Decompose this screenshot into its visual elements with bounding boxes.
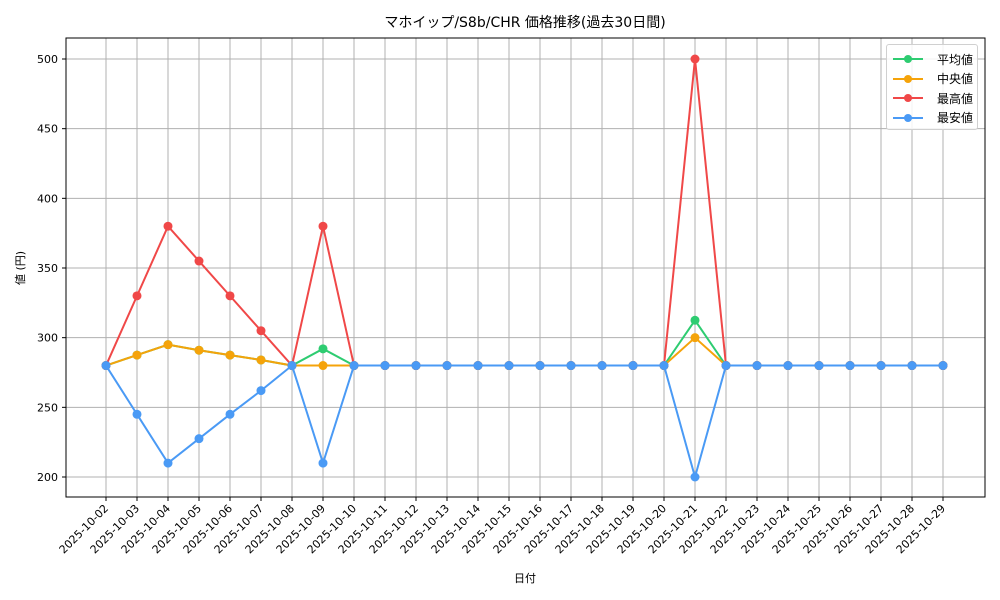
data-point — [442, 361, 452, 371]
legend-label: 最高値 — [937, 91, 974, 106]
data-point — [690, 315, 700, 325]
data-point — [318, 344, 328, 354]
data-point — [907, 361, 917, 371]
data-point — [225, 350, 235, 360]
data-point — [163, 221, 173, 231]
data-point — [318, 458, 328, 468]
data-point — [318, 221, 328, 231]
data-point — [783, 361, 793, 371]
y-tick-label: 250 — [37, 401, 58, 414]
data-point — [938, 361, 948, 371]
grid-lines — [66, 38, 985, 497]
y-axis-ticks: 200 250 300 350 400 450 500 — [37, 53, 66, 484]
y-tick-label: 350 — [37, 262, 58, 275]
data-point — [411, 361, 421, 371]
chart-title: マホイップ/S8b/CHR 価格推移(過去30日間) — [384, 15, 666, 31]
data-point — [566, 361, 576, 371]
legend-marker-icon — [893, 52, 923, 66]
data-point — [101, 361, 111, 371]
legend-marker-icon — [893, 72, 923, 86]
data-point — [163, 340, 173, 350]
legend-item: 最安値 — [893, 108, 973, 128]
y-tick-label: 200 — [37, 471, 58, 484]
data-point — [349, 361, 359, 371]
data-point — [752, 361, 762, 371]
legend: 平均値中央値最高値最安値 — [886, 44, 978, 130]
legend-label: 平均値 — [937, 52, 974, 67]
legend-item: 平均値 — [893, 49, 973, 69]
data-point — [225, 409, 235, 419]
data-point — [814, 361, 824, 371]
legend-item: 最高値 — [893, 88, 973, 108]
data-point — [845, 361, 855, 371]
data-point — [132, 291, 142, 301]
data-point — [597, 361, 607, 371]
data-point — [628, 361, 638, 371]
data-point — [256, 326, 266, 336]
data-point — [256, 386, 266, 396]
data-point — [690, 54, 700, 64]
data-point — [659, 361, 669, 371]
x-axis-label: 日付 — [514, 572, 536, 585]
data-point — [690, 333, 700, 343]
data-point — [876, 361, 886, 371]
legend-label: 中央値 — [937, 72, 974, 86]
data-point — [225, 291, 235, 301]
legend-label: 最安値 — [937, 111, 974, 125]
data-point — [318, 361, 328, 371]
series-2 — [101, 54, 948, 371]
x-axis-ticks: 2025-10-022025-10-032025-10-042025-10-05… — [57, 497, 948, 556]
data-point — [690, 472, 700, 482]
data-point — [132, 409, 142, 419]
data-point — [163, 458, 173, 468]
data-point — [535, 361, 545, 371]
series-lines — [101, 54, 948, 482]
data-point — [194, 345, 204, 355]
legend-marker-icon — [893, 111, 923, 125]
data-point — [194, 434, 204, 444]
y-tick-label: 500 — [37, 53, 58, 66]
y-tick-label: 450 — [37, 123, 58, 136]
data-point — [721, 361, 731, 371]
legend-marker-icon — [893, 91, 923, 105]
data-point — [473, 361, 483, 371]
y-tick-label: 400 — [37, 192, 58, 205]
series-3 — [101, 361, 948, 482]
y-tick-label: 300 — [37, 332, 58, 345]
data-point — [504, 361, 514, 371]
data-point — [256, 355, 266, 365]
y-axis-label: 値 (円) — [14, 251, 27, 285]
legend-item: 中央値 — [893, 69, 973, 89]
data-point — [380, 361, 390, 371]
data-point — [287, 361, 297, 371]
data-point — [194, 256, 204, 266]
data-point — [132, 350, 142, 360]
